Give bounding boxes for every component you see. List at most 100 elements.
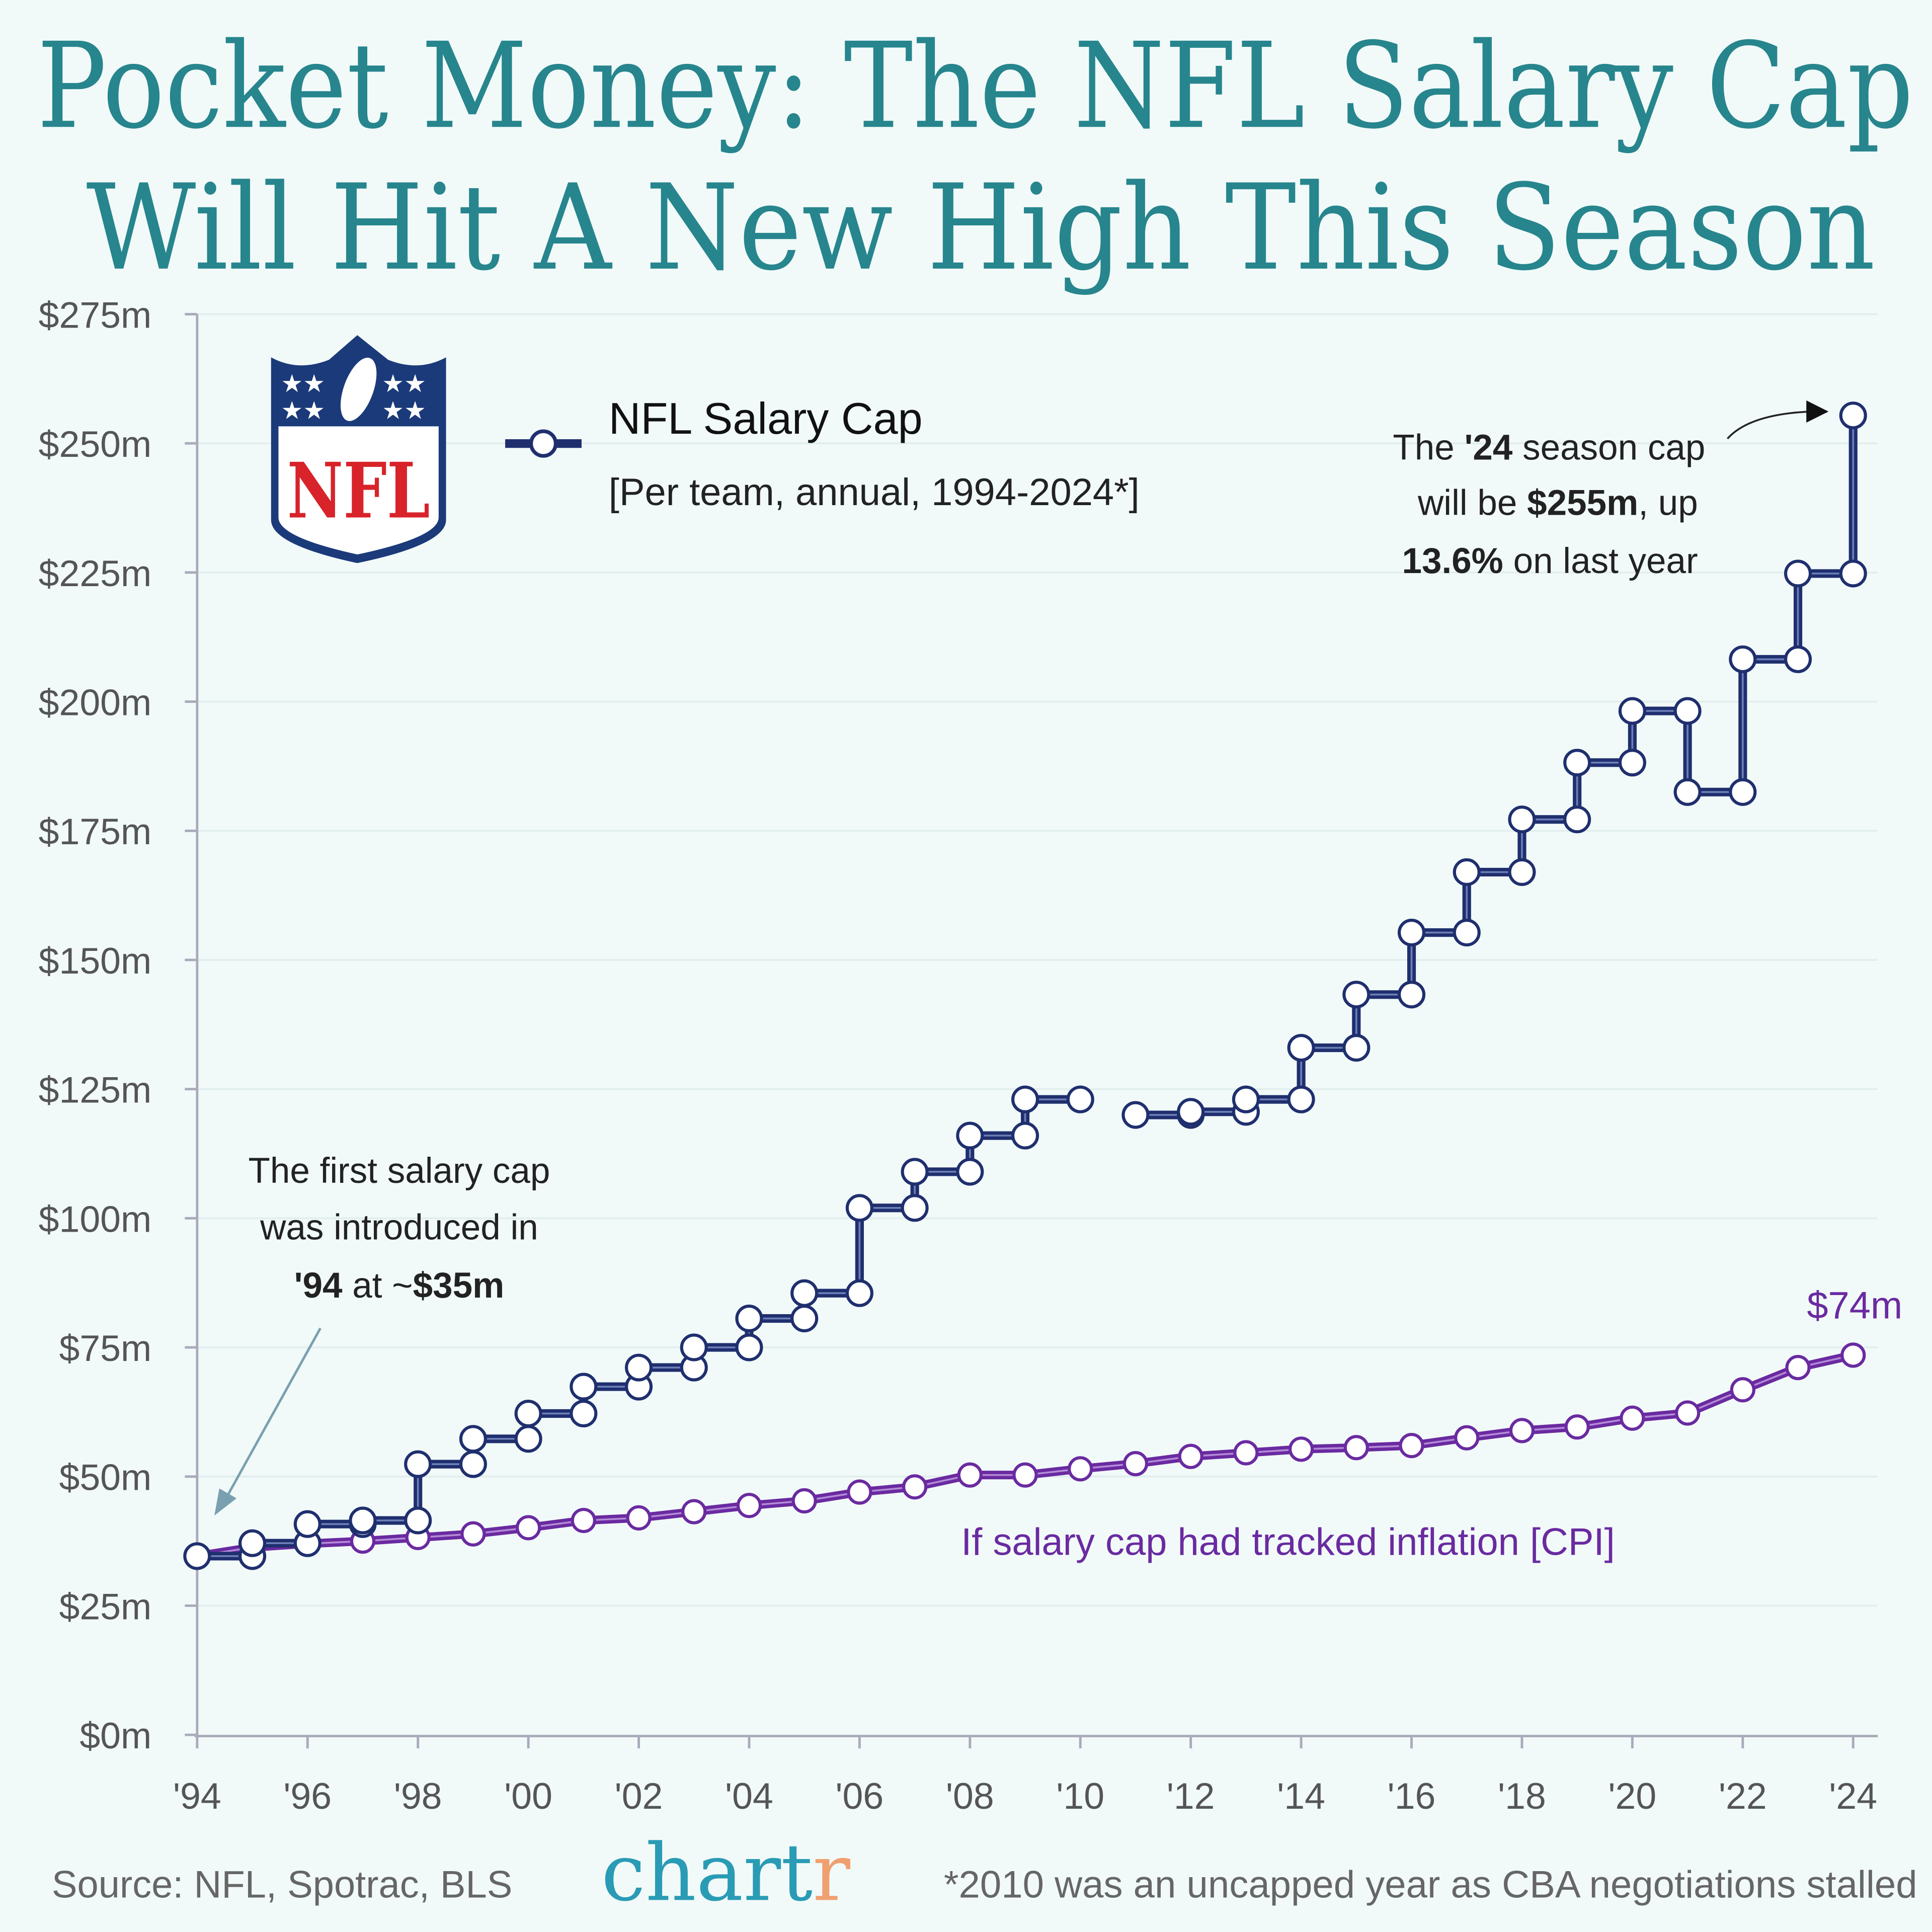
y-tick-label: $200m bbox=[39, 682, 152, 723]
salary-cap-point bbox=[1453, 919, 1481, 947]
svg-text:13.6% on last year: 13.6% on last year bbox=[1402, 541, 1698, 581]
x-tick-label: '14 bbox=[1277, 1775, 1325, 1817]
nfl-logo: ★★ ★★ ★★ ★★ NFL bbox=[271, 335, 446, 564]
salary-cap-point bbox=[1232, 1085, 1260, 1113]
salary-cap-point bbox=[1287, 1033, 1315, 1062]
x-tick-label: '10 bbox=[1056, 1775, 1104, 1817]
cpi-point bbox=[516, 1515, 541, 1541]
footnote-text: *2010 was an uncapped year as CBA negoti… bbox=[944, 1863, 1917, 1906]
x-tick-label: '96 bbox=[283, 1775, 332, 1817]
salary-cap-point bbox=[1673, 778, 1702, 806]
svg-text:★★: ★★ bbox=[382, 369, 426, 398]
salary-cap-point bbox=[845, 1194, 873, 1222]
salary-cap-point bbox=[1784, 645, 1812, 673]
salary-cap-point bbox=[1453, 858, 1481, 886]
x-tick-label: '08 bbox=[946, 1775, 994, 1817]
salary-cap-point bbox=[570, 1399, 598, 1428]
cpi-point bbox=[847, 1479, 872, 1505]
salary-cap-point bbox=[845, 1279, 873, 1307]
series bbox=[183, 401, 1867, 1570]
salary-cap-point bbox=[1563, 806, 1591, 834]
x-tick-label: '04 bbox=[725, 1775, 773, 1817]
salary-cap-point bbox=[459, 1450, 487, 1478]
salary-cap-point bbox=[625, 1353, 653, 1382]
cpi-point bbox=[791, 1488, 817, 1514]
legend-series-name: NFL Salary Cap bbox=[609, 393, 923, 443]
salary-cap-point bbox=[1784, 559, 1812, 588]
salary-cap-point bbox=[1342, 1033, 1371, 1062]
x-tick-label: '94 bbox=[173, 1775, 221, 1817]
salary-cap-point bbox=[238, 1529, 267, 1557]
salary-cap-point bbox=[514, 1425, 542, 1453]
salary-cap-point bbox=[1729, 645, 1757, 673]
salary-cap-point bbox=[1508, 806, 1536, 834]
cpi-point bbox=[1289, 1436, 1314, 1462]
cpi-point bbox=[957, 1462, 983, 1488]
svg-text:will be $255m, up: will be $255m, up bbox=[1417, 484, 1698, 523]
cpi-point bbox=[1012, 1462, 1038, 1488]
cpi-point bbox=[626, 1505, 652, 1531]
svg-text:was introduced in: was introduced in bbox=[260, 1208, 538, 1248]
salary-cap-point bbox=[901, 1194, 929, 1222]
title-line-1: Pocket Money: The NFL Salary Cap bbox=[37, 18, 1913, 155]
cpi-point bbox=[1068, 1456, 1093, 1482]
salary-cap-point bbox=[790, 1279, 819, 1307]
salary-cap-point bbox=[1397, 981, 1426, 1009]
x-tick-label: '22 bbox=[1719, 1775, 1767, 1817]
cpi-point bbox=[1509, 1418, 1535, 1443]
title-line-2: Will Hit A New High This Season bbox=[86, 159, 1875, 297]
arrow-head-icon bbox=[214, 1488, 237, 1516]
x-tick-label: '12 bbox=[1167, 1775, 1215, 1817]
y-tick-label: $225m bbox=[39, 552, 152, 594]
salary-cap-point bbox=[293, 1510, 321, 1538]
nfl-logo-text: NFL bbox=[287, 446, 430, 536]
y-tick-label: $100m bbox=[39, 1198, 152, 1240]
cpi-end-label: $74m bbox=[1807, 1284, 1902, 1327]
x-tick-label: '02 bbox=[615, 1775, 663, 1817]
salary-cap-point bbox=[404, 1506, 432, 1535]
x-tick-label: '98 bbox=[394, 1775, 442, 1817]
arrow-first bbox=[225, 1327, 321, 1498]
salary-cap-line bbox=[197, 415, 1858, 1561]
y-tick-label: $175m bbox=[39, 811, 152, 852]
svg-text:★★: ★★ bbox=[281, 369, 325, 398]
arrow-head-icon bbox=[1806, 400, 1829, 423]
cpi-series bbox=[184, 1342, 1866, 1569]
y-tick-label: $125m bbox=[39, 1069, 152, 1111]
x-tick-label: '00 bbox=[504, 1775, 552, 1817]
cpi-series-label: If salary cap had tracked inflation [CPI… bbox=[961, 1521, 1615, 1564]
salary-cap-point bbox=[1618, 697, 1646, 725]
cpi-point bbox=[736, 1493, 762, 1518]
salary-cap-point bbox=[901, 1158, 929, 1186]
source-text: Source: NFL, Spotrac, BLS bbox=[52, 1863, 513, 1906]
y-tick-label: $150m bbox=[39, 940, 152, 982]
cpi-point bbox=[1233, 1440, 1259, 1466]
y-tick-label: $50m bbox=[59, 1457, 151, 1498]
salary-cap-point bbox=[680, 1333, 708, 1361]
annotation-first: The first salary cap was introduced in '… bbox=[214, 1151, 550, 1516]
salary-cap-point bbox=[1342, 981, 1371, 1009]
chartr-logo: chartr bbox=[601, 1827, 850, 1918]
salary-cap-point bbox=[404, 1450, 432, 1478]
cpi-point bbox=[1564, 1414, 1590, 1440]
salary-cap-point bbox=[1839, 559, 1867, 588]
x-tick-label: '20 bbox=[1608, 1775, 1657, 1817]
y-axis: $0m $25m $50m $75m $100m $125m $150m $175m $200m… bbox=[39, 294, 197, 1756]
salary-cap-point bbox=[790, 1305, 819, 1333]
svg-text:★★: ★★ bbox=[281, 396, 325, 425]
cpi-point bbox=[1343, 1435, 1369, 1461]
y-tick-label: $25m bbox=[59, 1585, 151, 1627]
x-axis: '94 '96 '98 '00 '02 '04 '06 '08 '10 '12 '14 '16 '18 '… bbox=[173, 1736, 1877, 1817]
salary-cap-point bbox=[1618, 749, 1646, 777]
y-tick-label: $275m bbox=[39, 294, 152, 336]
salary-cap-point bbox=[1563, 749, 1591, 777]
svg-text:'94 at ~$35m: '94 at ~$35m bbox=[294, 1266, 505, 1306]
legend-subtitle: [Per team, annual, 1994-2024*] bbox=[609, 471, 1140, 514]
cpi-point bbox=[1620, 1405, 1645, 1431]
salary-cap-point bbox=[1177, 1098, 1205, 1126]
cpi-point bbox=[1840, 1342, 1866, 1368]
cpi-point bbox=[1785, 1355, 1811, 1381]
annotation-latest: The '24 season cap will be $255m, up 13.… bbox=[1393, 400, 1829, 581]
x-tick-label: '18 bbox=[1498, 1775, 1546, 1817]
